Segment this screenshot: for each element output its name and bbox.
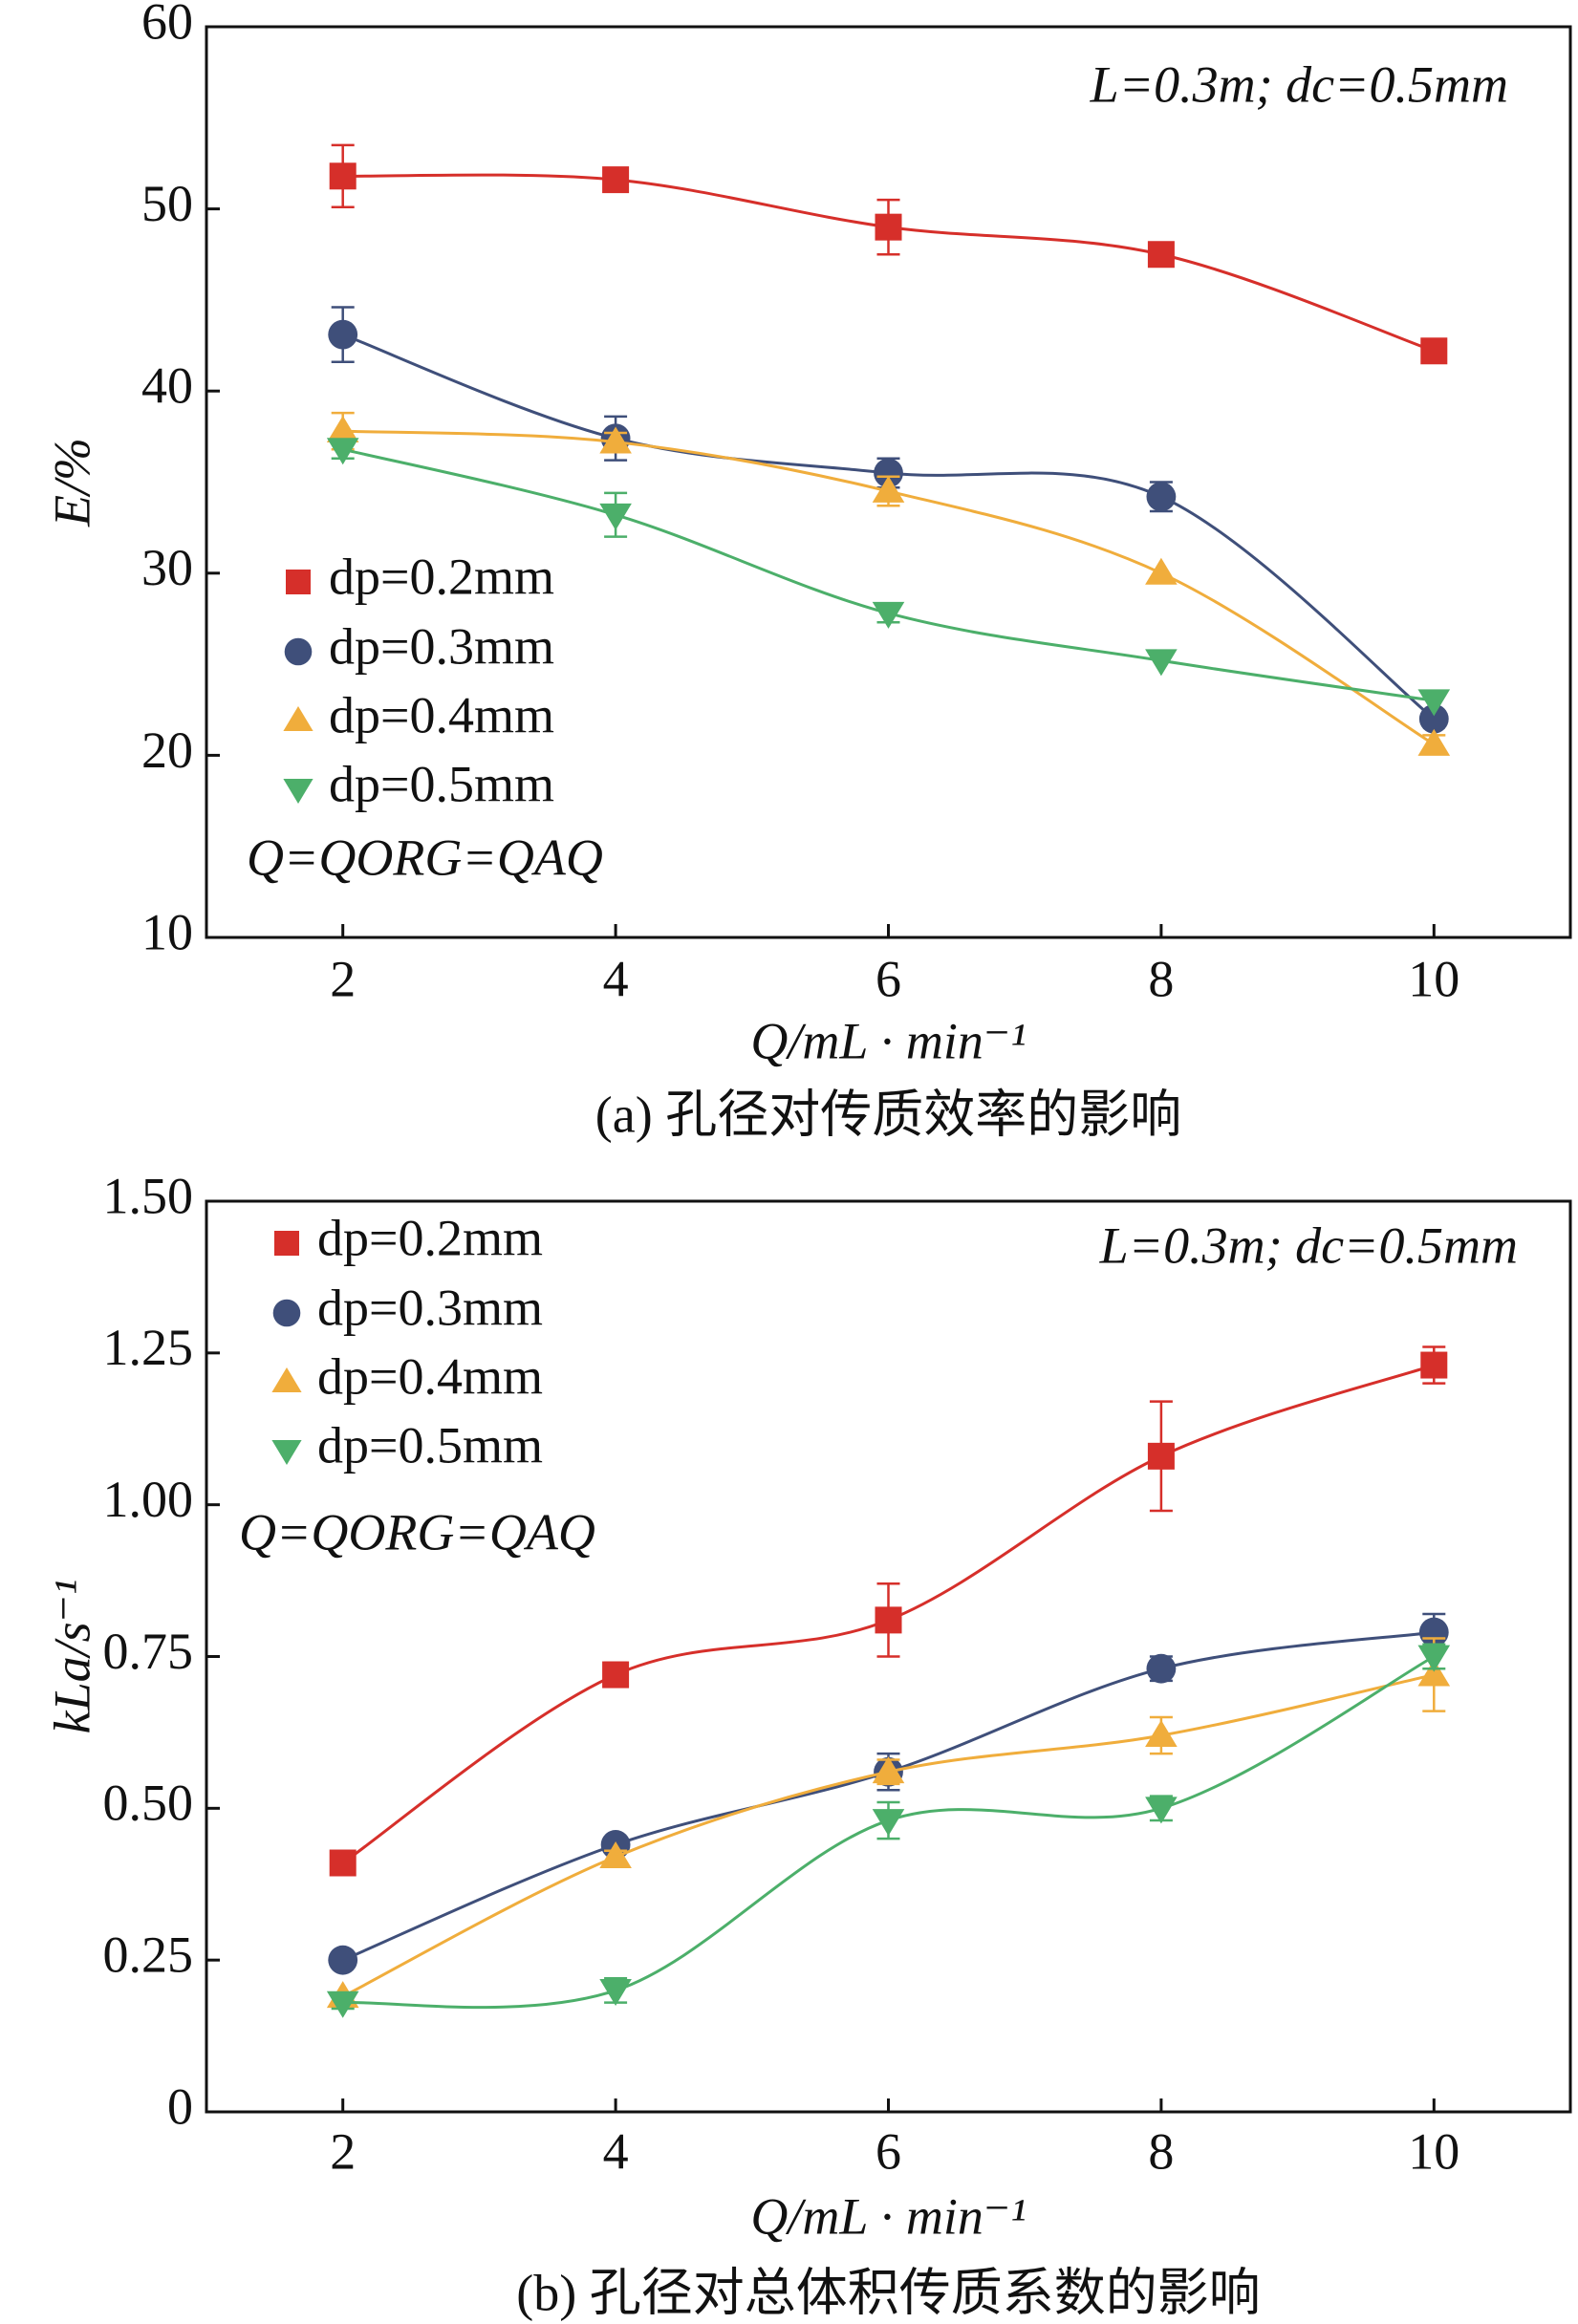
- data-point: [1147, 241, 1175, 269]
- data-point: [1417, 728, 1451, 756]
- y-tick-label: 40: [141, 357, 193, 415]
- data-point: [326, 438, 359, 465]
- legend-marker: [283, 706, 313, 732]
- data-point: [1145, 649, 1178, 677]
- data-point: [872, 601, 905, 629]
- x-tick-label: 10: [1408, 950, 1459, 1007]
- data-point: [1417, 1645, 1451, 1672]
- x-axis-label: Q/mL · min⁻¹: [750, 1012, 1026, 1069]
- data-point: [874, 458, 903, 488]
- data-point: [872, 475, 905, 503]
- data-point: [1417, 1659, 1451, 1687]
- data-point: [599, 1979, 632, 2007]
- y-tick-label: 20: [141, 721, 193, 779]
- data-point: [599, 503, 632, 530]
- legend-marker: [272, 1299, 301, 1327]
- data-point: [875, 213, 902, 241]
- data-point: [599, 426, 632, 454]
- data-point: [1145, 1719, 1178, 1747]
- legend-label: dp=0.2mm: [329, 548, 554, 605]
- y-tick-label: 0.75: [103, 1623, 194, 1680]
- legend-marker: [284, 637, 313, 666]
- legend-label: dp=0.3mm: [329, 617, 554, 675]
- data-point: [602, 166, 630, 194]
- data-point: [328, 1945, 358, 1975]
- data-point: [1418, 1617, 1449, 1647]
- legend-label: dp=0.3mm: [317, 1279, 543, 1336]
- y-axis-label: E/%: [43, 438, 100, 527]
- legend-label: dp=0.4mm: [317, 1347, 543, 1405]
- data-point: [1420, 1351, 1448, 1379]
- data-point: [326, 416, 359, 443]
- x-tick-label: 8: [1148, 950, 1174, 1007]
- data-point: [1420, 337, 1448, 365]
- annotation: L=0.3m; dc=0.5mm: [1090, 55, 1508, 113]
- y-tick-label: 50: [141, 175, 193, 232]
- legend-marker: [271, 1367, 302, 1393]
- data-point: [326, 1990, 359, 2018]
- y-tick-label: 1.50: [103, 1167, 194, 1224]
- fit-curve: [342, 1630, 1435, 1962]
- caption: (b) 孔径对总体积传质系数的影响: [516, 2264, 1260, 2321]
- y-tick-label: 10: [141, 903, 193, 960]
- y-tick-label: 0.50: [103, 1775, 194, 1832]
- data-point: [599, 1841, 632, 1869]
- y-tick-label: 30: [141, 539, 193, 596]
- caption: (a) 孔径对传质效率的影响: [595, 1086, 1181, 1143]
- x-tick-label: 6: [875, 2122, 901, 2180]
- data-point: [328, 319, 358, 350]
- data-point: [1146, 1653, 1177, 1684]
- data-point: [1417, 689, 1451, 717]
- legend-marker: [274, 1231, 299, 1256]
- y-tick-label: 0: [167, 2077, 193, 2135]
- x-tick-label: 4: [603, 2122, 629, 2180]
- x-tick-label: 4: [603, 950, 629, 1007]
- x-tick-label: 6: [875, 950, 901, 1007]
- legend-label: dp=0.2mm: [317, 1209, 543, 1266]
- x-tick-label: 2: [330, 2122, 356, 2180]
- y-tick-label: 1.00: [103, 1471, 194, 1528]
- x-axis-label: Q/mL · min⁻¹: [750, 2187, 1026, 2245]
- y-tick-label: 60: [141, 0, 193, 50]
- legend-label: dp=0.4mm: [329, 686, 554, 743]
- data-point: [329, 162, 357, 190]
- legend-label: dp=0.5mm: [329, 755, 554, 812]
- x-tick-label: 2: [330, 950, 356, 1007]
- data-point: [602, 1661, 630, 1689]
- data-point: [1147, 1442, 1175, 1470]
- data-point: [329, 1849, 357, 1877]
- y-tick-label: 0.25: [103, 1926, 194, 1984]
- data-point: [1146, 482, 1177, 512]
- data-point: [872, 1809, 905, 1837]
- annotation: Q=QORG=QAQ: [247, 828, 603, 886]
- legend-marker: [286, 570, 311, 594]
- data-point: [875, 1606, 902, 1634]
- x-tick-label: 8: [1148, 2122, 1174, 2180]
- y-axis-label: kLa/s⁻¹: [43, 1580, 100, 1734]
- data-point: [1145, 1797, 1178, 1824]
- data-point: [1145, 557, 1178, 585]
- annotation: Q=QORG=QAQ: [239, 1503, 595, 1560]
- y-tick-label: 1.25: [103, 1319, 194, 1376]
- legend-label: dp=0.5mm: [317, 1416, 543, 1474]
- annotation: L=0.3m; dc=0.5mm: [1099, 1216, 1518, 1274]
- legend-marker: [283, 778, 313, 804]
- data-point: [872, 1756, 905, 1784]
- legend-marker: [271, 1439, 302, 1465]
- data-point: [1418, 703, 1449, 734]
- x-tick-label: 10: [1408, 2122, 1459, 2180]
